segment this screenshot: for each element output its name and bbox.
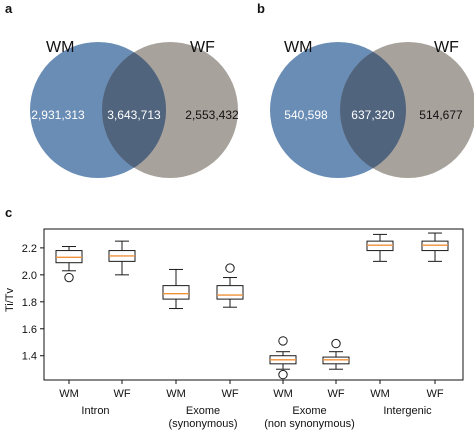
y-axis-ticks: 1.4 1.6 1.8 2.0 2.2 xyxy=(22,243,44,363)
y-tick-label: 1.6 xyxy=(22,324,37,336)
boxplot-c: c Ti/Tv 1.4 1.6 1.8 2.0 2.2 WM WF WM WF WM WF WM WF… xyxy=(4,205,464,430)
outlier-point xyxy=(64,272,74,283)
box-wm xyxy=(55,246,83,283)
plot-frame xyxy=(43,228,464,381)
venn-b: b WM WF 540,598 637,320 514,677 xyxy=(257,1,474,178)
venn-b-overlap xyxy=(340,51,406,169)
x-axis-groups: Intron Exome(synonymous)Exome(non synonym… xyxy=(81,405,432,430)
x-tick-label: WF xyxy=(426,388,443,400)
x-tick-label: WM xyxy=(273,388,293,400)
y-axis-label: Ti/Tv xyxy=(4,287,16,312)
outlier-point xyxy=(225,263,235,273)
box-iqr xyxy=(162,285,190,300)
outlier-point xyxy=(278,336,288,346)
group-label: Intron xyxy=(81,405,109,417)
panel-label-c: c xyxy=(5,205,12,220)
x-axis-categories: WM WF WM WF WM WF WM WF xyxy=(59,380,444,400)
x-tick-label: WM xyxy=(370,388,390,400)
x-tick-label: WM xyxy=(59,388,79,400)
y-tick-label: 2.2 xyxy=(22,243,37,255)
group-label: Exome xyxy=(292,405,326,417)
venn-a-wm-label: WM xyxy=(46,39,74,56)
panel-label-a: a xyxy=(5,1,13,16)
box-wf xyxy=(108,240,136,276)
box-wf xyxy=(216,263,244,308)
venn-a-wm-only-value: 2,931,313 xyxy=(31,108,85,122)
box-series xyxy=(55,232,449,380)
venn-b-wm-only-value: 540,598 xyxy=(284,108,328,122)
box-wm xyxy=(269,336,297,380)
venn-b-wf-only-value: 514,677 xyxy=(419,108,463,122)
venn-b-wf-label: WF xyxy=(434,39,459,56)
outlier-point xyxy=(278,369,288,380)
group-label: Intergenic xyxy=(383,405,432,417)
venn-a-wf-label: WF xyxy=(190,39,215,56)
box-iqr xyxy=(216,285,244,300)
venn-a-shared-value: 3,643,713 xyxy=(107,108,161,122)
y-tick-label: 1.8 xyxy=(22,297,37,309)
box-wf xyxy=(322,338,350,370)
group-label: (synonymous) xyxy=(168,418,237,430)
x-tick-label: WF xyxy=(221,388,238,400)
box-wm xyxy=(366,233,394,262)
box-wm xyxy=(162,268,190,310)
y-tick-label: 2.0 xyxy=(22,270,37,282)
venn-a-wf-only-value: 2,553,432 xyxy=(185,108,239,122)
group-label: Exome xyxy=(186,405,220,417)
outlier-point xyxy=(331,338,341,349)
venn-b-shared-value: 637,320 xyxy=(351,108,395,122)
venn-a-overlap xyxy=(101,52,167,168)
y-tick-label: 1.4 xyxy=(22,351,37,363)
x-tick-label: WF xyxy=(113,388,130,400)
x-tick-label: WM xyxy=(166,388,186,400)
group-label: (non synonymous) xyxy=(264,418,355,430)
box-wf xyxy=(421,232,449,262)
venn-b-wm-label: WM xyxy=(284,39,312,56)
venn-a: a WM WF 2,931,313 3,643,713 2,553,432 xyxy=(5,1,239,178)
x-tick-label: WF xyxy=(327,388,344,400)
panel-label-b: b xyxy=(257,1,265,16)
